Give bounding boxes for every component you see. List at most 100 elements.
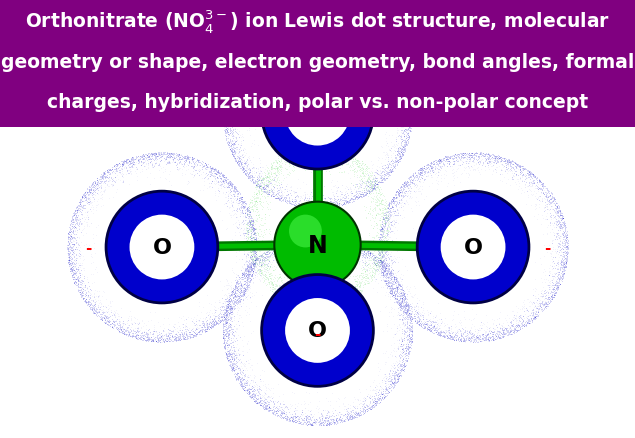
- Point: [371, 260, 381, 267]
- Point: [324, 305, 334, 312]
- Point: [100, 178, 110, 185]
- Point: [237, 152, 247, 159]
- Point: [91, 309, 102, 316]
- Point: [126, 317, 137, 324]
- Point: [255, 211, 265, 218]
- Point: [384, 201, 394, 208]
- Point: [322, 417, 332, 424]
- Point: [327, 412, 337, 419]
- Point: [222, 323, 232, 330]
- Point: [70, 214, 81, 221]
- Point: [394, 289, 404, 296]
- Point: [251, 46, 261, 53]
- Point: [260, 254, 270, 261]
- Point: [190, 171, 200, 178]
- Point: [385, 276, 396, 283]
- Point: [367, 266, 377, 273]
- Point: [402, 142, 412, 149]
- Point: [553, 258, 563, 265]
- Point: [377, 395, 387, 402]
- Point: [557, 240, 567, 247]
- Point: [361, 190, 371, 197]
- Point: [547, 273, 558, 280]
- Point: [342, 41, 352, 48]
- Point: [253, 195, 263, 202]
- Point: [502, 328, 512, 335]
- Point: [277, 291, 287, 298]
- Point: [250, 254, 260, 261]
- Point: [311, 419, 321, 426]
- Point: [274, 282, 284, 289]
- Point: [377, 250, 387, 257]
- Point: [198, 315, 208, 322]
- Point: [337, 21, 347, 28]
- Point: [269, 189, 279, 196]
- Point: [403, 344, 413, 351]
- Point: [378, 252, 389, 259]
- Point: [133, 332, 144, 339]
- Point: [231, 282, 241, 289]
- Point: [246, 247, 257, 254]
- Point: [348, 197, 358, 204]
- Point: [207, 178, 217, 185]
- Point: [391, 369, 401, 376]
- Point: [293, 200, 303, 207]
- Point: [355, 244, 365, 251]
- Point: [335, 294, 345, 301]
- Point: [474, 152, 485, 159]
- Point: [244, 233, 254, 240]
- Point: [286, 184, 296, 191]
- Point: [370, 175, 380, 182]
- Point: [258, 404, 268, 411]
- Point: [225, 75, 235, 82]
- Point: [279, 151, 289, 158]
- Point: [354, 411, 364, 418]
- Point: [224, 336, 234, 343]
- Point: [352, 32, 362, 39]
- Point: [308, 24, 318, 31]
- Point: [389, 274, 399, 281]
- Point: [220, 343, 230, 350]
- Point: [526, 313, 537, 320]
- Point: [453, 162, 464, 169]
- Point: [150, 159, 161, 166]
- Point: [156, 153, 166, 160]
- Point: [361, 188, 371, 195]
- Point: [370, 246, 380, 253]
- Point: [67, 260, 77, 267]
- Point: [548, 286, 558, 293]
- Point: [558, 275, 568, 282]
- Point: [224, 347, 234, 354]
- Point: [241, 162, 251, 169]
- Point: [397, 105, 407, 112]
- Point: [251, 226, 261, 233]
- Point: [70, 210, 81, 217]
- Point: [251, 198, 261, 205]
- Point: [404, 321, 414, 328]
- Point: [505, 328, 515, 336]
- Point: [326, 240, 336, 247]
- Point: [444, 155, 455, 162]
- Point: [375, 252, 385, 259]
- Point: [335, 240, 345, 247]
- Point: [512, 166, 522, 173]
- Point: [170, 320, 180, 327]
- Point: [213, 193, 223, 200]
- Point: [227, 353, 237, 360]
- Point: [154, 331, 164, 338]
- Point: [314, 417, 324, 424]
- Point: [375, 393, 385, 400]
- Point: [206, 319, 217, 326]
- Point: [425, 165, 436, 172]
- Point: [318, 192, 328, 199]
- Point: [245, 53, 255, 60]
- Point: [361, 273, 371, 280]
- Point: [244, 346, 254, 353]
- Point: [377, 247, 387, 254]
- Point: [267, 165, 277, 172]
- Point: [203, 162, 213, 169]
- Point: [312, 239, 322, 246]
- Point: [556, 246, 566, 253]
- Point: [520, 184, 530, 191]
- Point: [389, 285, 399, 292]
